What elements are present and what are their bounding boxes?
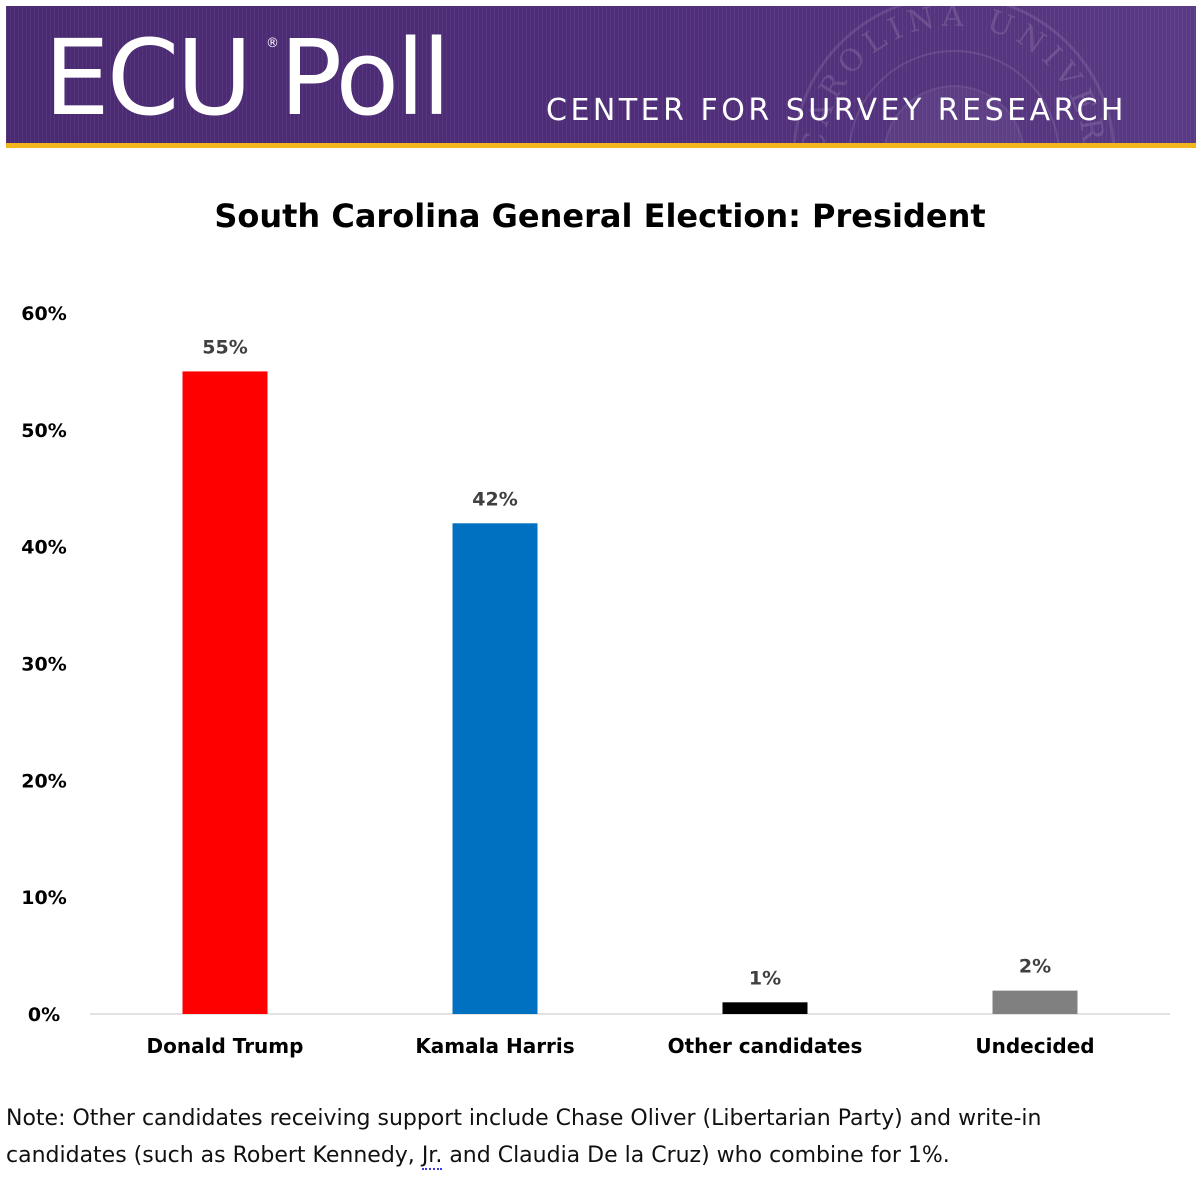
footnote-text-end: and Claudia De la Cruz) who combine for …	[442, 1143, 950, 1168]
footnote: Note: Other candidates receiving support…	[6, 1100, 1126, 1174]
data-label: 55%	[202, 336, 247, 358]
university-seal: CAROLINA UNIVERSITY	[764, 6, 1115, 143]
center-subtitle: CENTER FOR SURVEY RESEARCH	[546, 93, 1127, 128]
chart-title: South Carolina General Election: Preside…	[214, 197, 986, 235]
y-tick-label: 50%	[21, 420, 66, 442]
y-tick-label: 40%	[21, 537, 66, 559]
registered-mark: ®	[266, 36, 279, 51]
y-tick-label: 10%	[21, 887, 66, 909]
data-label: 42%	[472, 488, 517, 510]
data-label: 2%	[1019, 956, 1051, 978]
bar-1	[452, 523, 538, 1014]
data-label: 1%	[749, 967, 781, 989]
bar-2	[722, 1002, 808, 1014]
bar-3	[992, 990, 1078, 1014]
x-tick-label: Donald Trump	[147, 1034, 304, 1058]
y-tick-label: 0%	[28, 1004, 60, 1026]
footnote-text-start: Note: Other candidates receiving support…	[6, 1106, 1042, 1168]
x-tick-label: Kamala Harris	[415, 1034, 574, 1058]
x-tick-label: Other candidates	[668, 1034, 863, 1058]
gold-divider	[6, 143, 1196, 148]
y-tick-label: 60%	[21, 303, 66, 325]
x-tick-label: Undecided	[975, 1034, 1094, 1058]
y-tick-label: 20%	[21, 770, 66, 792]
bar-0	[182, 371, 268, 1015]
y-tick-label: 30%	[21, 654, 66, 676]
footnote-abbrev: Jr.	[421, 1143, 443, 1170]
ecu-poll-logo: ECU Poll	[44, 17, 451, 139]
banner-texture	[6, 6, 1196, 143]
header-banner: CAROLINA UNIVERSITY ECU Poll ® CENTER FO…	[6, 6, 1196, 143]
